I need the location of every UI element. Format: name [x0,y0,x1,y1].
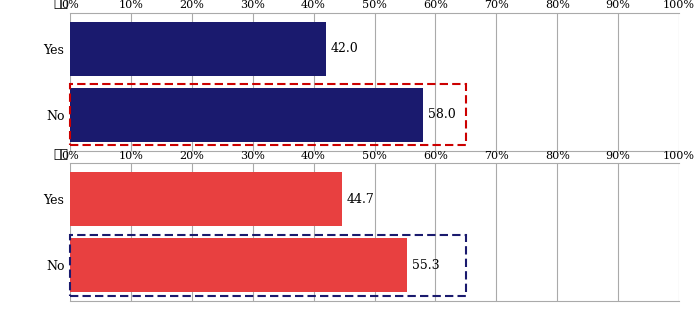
Text: 55.3: 55.3 [412,259,440,272]
Bar [70,22,326,76]
Text: 58.0: 58.0 [428,108,456,121]
Text: 44.7: 44.7 [347,193,374,206]
Bar [70,235,466,295]
Bar [70,88,424,142]
Bar [70,238,407,292]
Bar [70,172,342,226]
Text: 父親: 父親 [54,0,69,10]
Text: 42.0: 42.0 [330,42,358,55]
Text: 母親: 母親 [54,148,69,160]
Bar [70,84,466,145]
